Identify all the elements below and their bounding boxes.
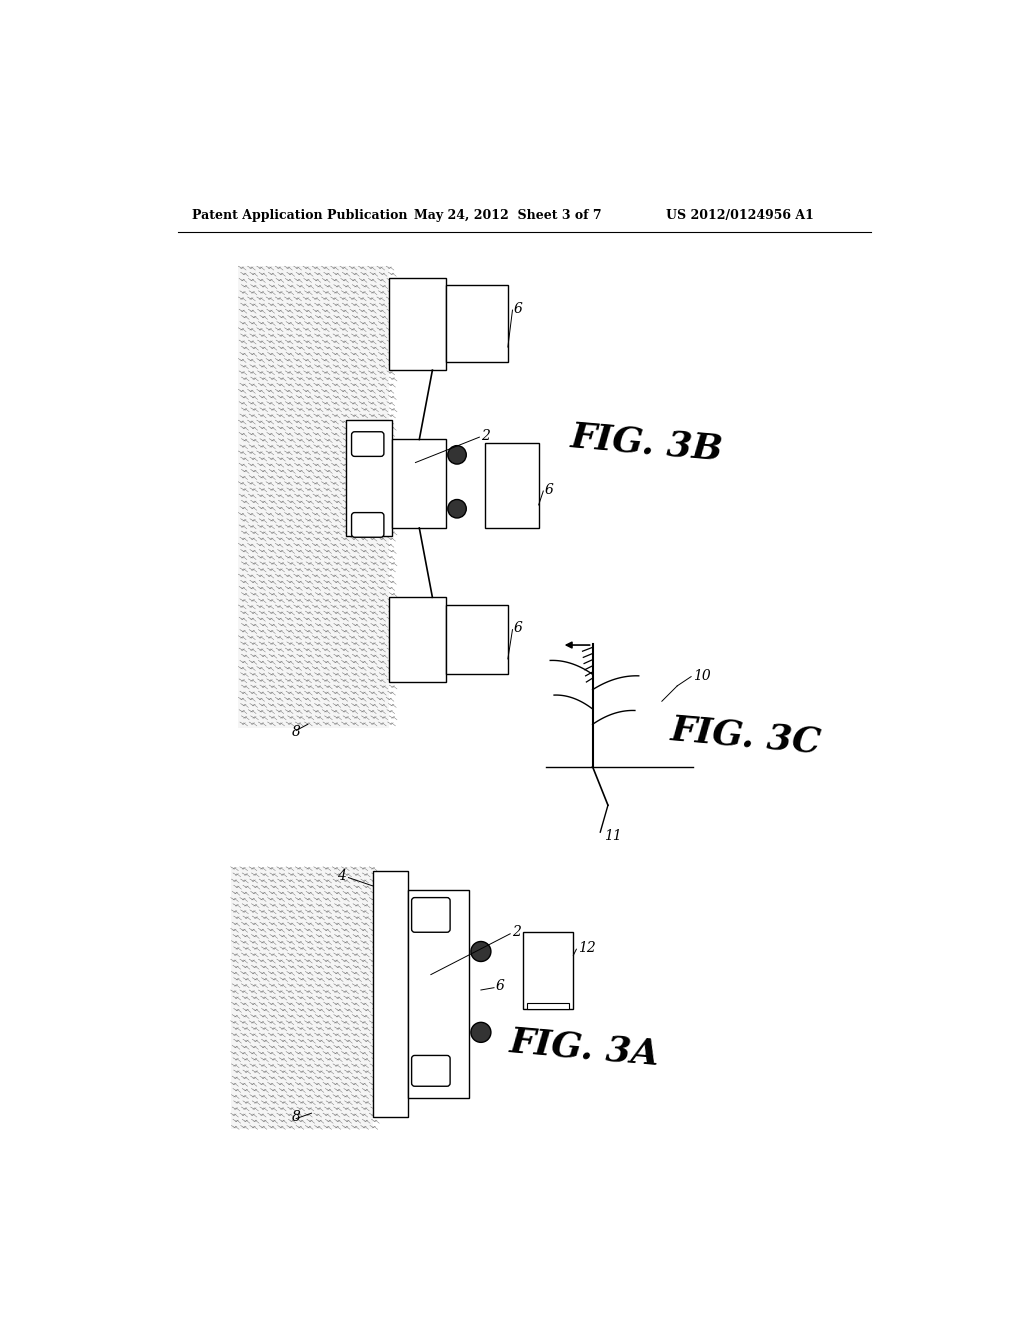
Bar	[230, 867, 373, 1129]
Circle shape	[447, 499, 466, 517]
Bar	[523, 932, 573, 1010]
Bar	[388, 277, 446, 370]
Bar	[346, 420, 392, 536]
Text: 8: 8	[292, 725, 301, 739]
Text: 2: 2	[481, 429, 489, 442]
Text: 10: 10	[692, 669, 711, 682]
Text: 6: 6	[514, 622, 523, 635]
Text: 11: 11	[604, 829, 622, 843]
FancyBboxPatch shape	[351, 512, 384, 537]
FancyBboxPatch shape	[412, 898, 451, 932]
Text: May 24, 2012  Sheet 3 of 7: May 24, 2012 Sheet 3 of 7	[414, 209, 601, 222]
FancyBboxPatch shape	[351, 432, 384, 457]
Bar	[388, 597, 446, 682]
Bar	[446, 605, 508, 675]
Bar	[484, 444, 539, 528]
Text: 4: 4	[337, 869, 346, 883]
Circle shape	[447, 446, 466, 465]
Text: 6: 6	[514, 301, 523, 315]
Text: FIG. 3C: FIG. 3C	[670, 713, 823, 759]
Text: FIG. 3B: FIG. 3B	[569, 420, 725, 467]
Bar	[446, 285, 508, 363]
Text: US 2012/0124956 A1: US 2012/0124956 A1	[666, 209, 814, 222]
FancyBboxPatch shape	[412, 1056, 451, 1086]
Bar	[239, 267, 388, 729]
Bar	[373, 871, 408, 1117]
Text: 6: 6	[496, 979, 505, 993]
Text: 6: 6	[545, 483, 554, 496]
Bar	[527, 1003, 569, 1010]
Bar	[408, 890, 469, 1098]
Text: 2: 2	[512, 925, 520, 940]
Circle shape	[471, 941, 490, 961]
Text: FIG. 3A: FIG. 3A	[508, 1024, 660, 1072]
Bar	[392, 440, 446, 528]
Text: 8: 8	[292, 1110, 301, 1125]
Text: Patent Application Publication: Patent Application Publication	[193, 209, 408, 222]
Circle shape	[471, 1022, 490, 1043]
Text: 12: 12	[578, 941, 596, 954]
